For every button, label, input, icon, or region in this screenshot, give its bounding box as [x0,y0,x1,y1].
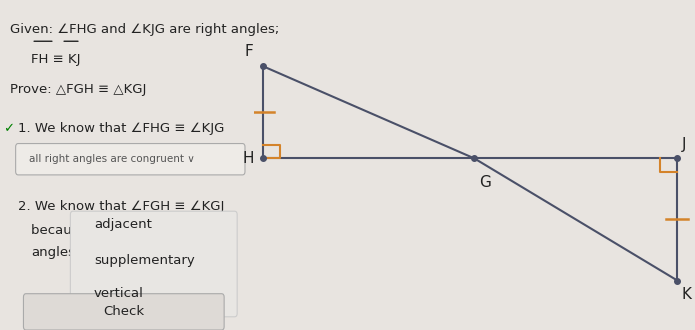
Text: adjacent: adjacent [94,218,152,231]
FancyBboxPatch shape [24,294,224,330]
Text: because they ar: because they ar [31,224,139,237]
Text: ✓: ✓ [122,224,133,237]
Text: FH ≡ KJ: FH ≡ KJ [31,53,81,66]
Text: 1. We know that ∠FHG ≡ ∠KJG: 1. We know that ∠FHG ≡ ∠KJG [18,122,224,135]
Text: all right angles are congruent ∨: all right angles are congruent ∨ [28,154,195,164]
Text: H: H [242,151,254,166]
Text: G: G [479,175,491,190]
Text: ✓: ✓ [3,122,14,135]
Text: Check: Check [104,305,145,318]
Text: F: F [245,45,254,59]
Text: because: because [31,147,87,160]
Text: J: J [682,137,686,152]
Text: Prove: △FGH ≡ △KGJ: Prove: △FGH ≡ △KGJ [10,82,147,95]
Text: Given: ∠FHG and ∠KJG are right angles;: Given: ∠FHG and ∠KJG are right angles; [10,23,279,36]
FancyBboxPatch shape [16,144,245,175]
Text: 2. We know that ∠FGH ≡ ∠KGJ: 2. We know that ∠FGH ≡ ∠KGJ [18,200,224,213]
Text: angles.: angles. [31,246,79,259]
FancyBboxPatch shape [70,211,237,317]
Text: vertical: vertical [94,287,144,300]
Text: supplementary: supplementary [94,254,195,267]
Text: K: K [682,287,692,302]
